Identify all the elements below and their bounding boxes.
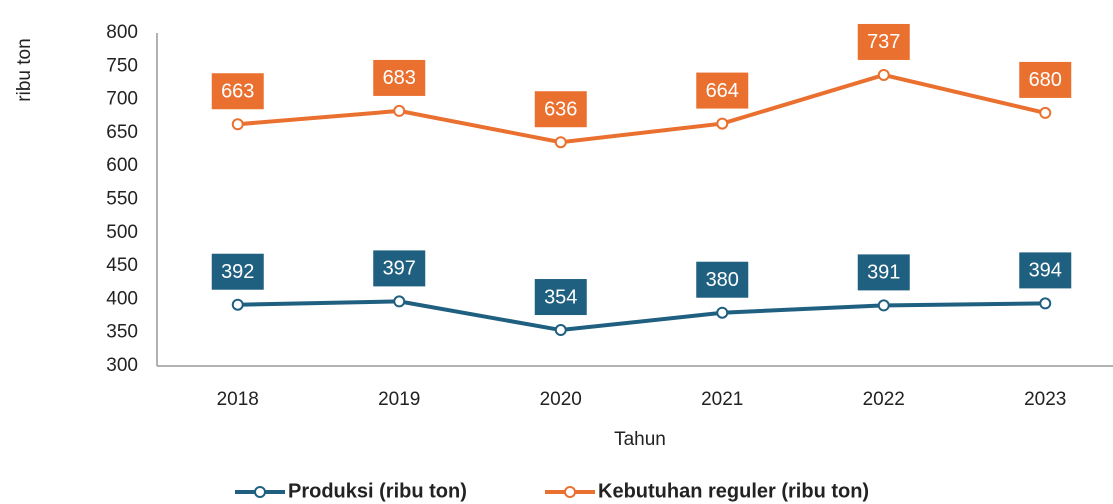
- y-tick-label: 600: [106, 155, 138, 176]
- point: [393, 295, 406, 308]
- label-box: [534, 279, 587, 316]
- data-label: 397: [383, 258, 416, 280]
- data-label: 683: [383, 67, 416, 89]
- x-tick-label: 2021: [701, 389, 743, 410]
- series-line: [237, 72, 1046, 145]
- y-axis-label: ribu ton: [14, 38, 35, 101]
- y-tick-label: 400: [106, 288, 138, 309]
- data-label: 636: [544, 99, 577, 121]
- y-tick-label: 700: [106, 89, 138, 110]
- point: [716, 306, 729, 319]
- label-box: [696, 261, 749, 298]
- y-tick-label: 450: [106, 255, 138, 276]
- label-box: [373, 250, 426, 287]
- point: [393, 104, 406, 117]
- legend-marker: [254, 486, 266, 498]
- x-tick-label: 2018: [217, 389, 259, 410]
- data-label: 380: [706, 269, 739, 291]
- label-box: [373, 59, 426, 96]
- label-box: [1019, 61, 1072, 98]
- x-tick-label: 2019: [378, 389, 420, 410]
- point: [231, 298, 244, 311]
- legend-label: Produksi (ribu ton): [288, 480, 467, 502]
- label-box: [211, 253, 264, 290]
- x-axis-label: Tahun: [614, 429, 666, 450]
- label-box: [857, 254, 910, 291]
- legend-marker: [564, 486, 576, 498]
- point: [877, 299, 890, 312]
- point: [554, 136, 567, 149]
- data-label: 663: [221, 81, 254, 103]
- x-tick-label: 2023: [1024, 389, 1066, 410]
- x-tick-label: 2020: [540, 389, 582, 410]
- y-tick-label: 650: [106, 122, 138, 143]
- y-tick-label: 750: [106, 55, 138, 76]
- data-label: 394: [1029, 260, 1062, 282]
- data-label: 392: [221, 261, 254, 283]
- point: [1039, 106, 1052, 119]
- y-tick-label: 800: [106, 22, 138, 43]
- label-box: [857, 23, 910, 60]
- label-box: [534, 91, 587, 128]
- series-line: [237, 299, 1046, 333]
- point: [1039, 297, 1052, 310]
- point: [554, 324, 567, 337]
- data-label: 737: [867, 31, 900, 53]
- x-tick-label: 2022: [863, 389, 905, 410]
- data-label: 354: [544, 286, 577, 308]
- y-tick-label: 550: [106, 189, 138, 210]
- y-tick-label: 500: [106, 222, 138, 243]
- label-box: [211, 73, 264, 110]
- point: [716, 117, 729, 130]
- y-tick-label: 300: [106, 355, 138, 376]
- y-tick-label: 350: [106, 322, 138, 343]
- label-box: [696, 72, 749, 109]
- point: [877, 68, 890, 81]
- legend-label: Kebutuhan reguler (ribu ton): [598, 480, 869, 502]
- data-label: 391: [867, 262, 900, 284]
- label-box: [1019, 252, 1072, 289]
- data-label: 664: [706, 80, 739, 102]
- point: [231, 118, 244, 131]
- data-label: 680: [1029, 69, 1062, 91]
